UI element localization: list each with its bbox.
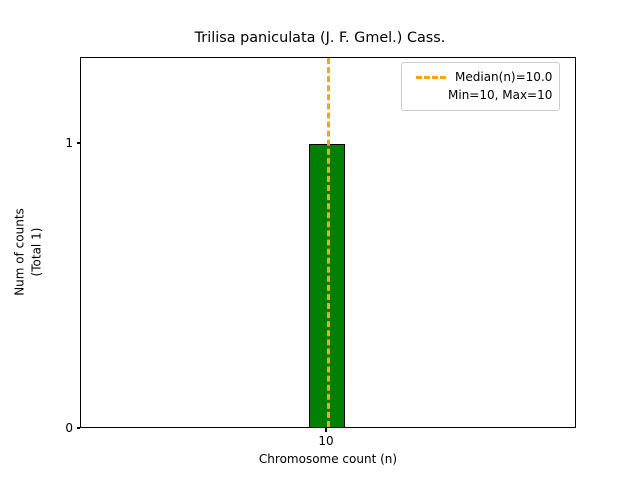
chart-title: Trilisa paniculata (J. F. Gmel.) Cass. — [194, 30, 446, 46]
median-line — [327, 58, 330, 427]
legend-entry-median: Median(n)=10.0 — [416, 68, 552, 86]
legend-label-median: Median(n)=10.0 — [455, 70, 553, 84]
x-tick-label: 10 — [318, 434, 334, 448]
dashed-line-icon — [416, 75, 446, 79]
x-axis-label: Chromosome count (n) — [258, 452, 398, 466]
plot-area — [80, 57, 576, 428]
y-tick-label: 0 — [65, 421, 73, 435]
legend-label-minmax: Min=10, Max=10 — [448, 88, 553, 102]
legend: Median(n)=10.0 Min=10, Max=10 — [401, 62, 561, 111]
x-tick-mark — [325, 428, 327, 432]
y-tick-mark — [76, 427, 80, 429]
y-axis-label: Num of counts (Total 1) — [12, 67, 46, 438]
y-tick-mark — [76, 142, 80, 144]
legend-entry-minmax: Min=10, Max=10 — [409, 86, 552, 104]
y-axis-label-line1: Num of counts — [12, 208, 27, 296]
y-axis-label-line2: (Total 1) — [29, 227, 44, 277]
y-tick-label: 1 — [65, 136, 73, 150]
